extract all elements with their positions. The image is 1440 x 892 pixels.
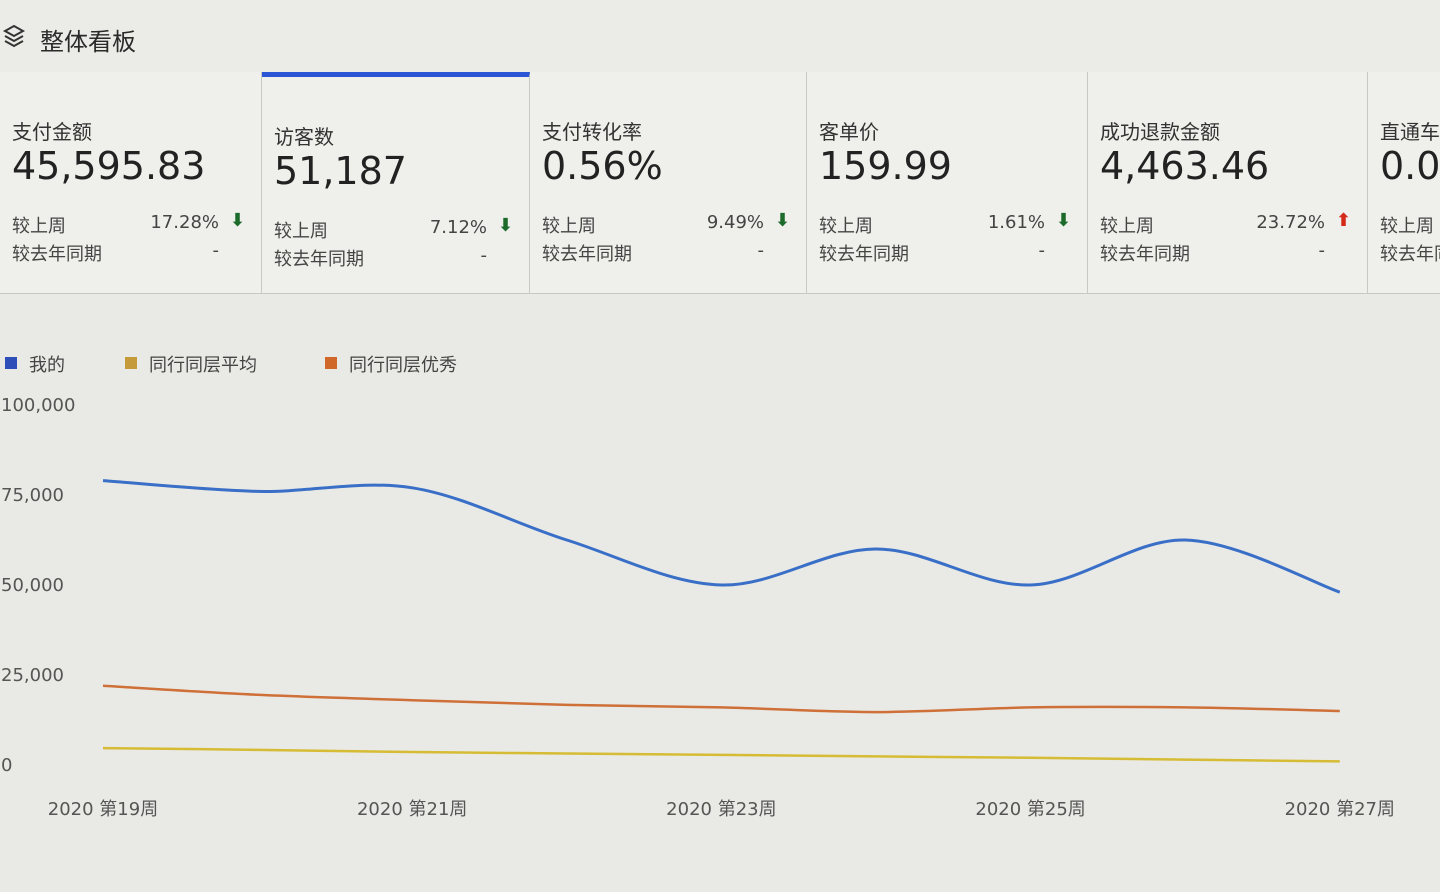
compare-label: 较上周 [1100,216,1154,237]
trend-arrow: ⬇ [1055,210,1071,231]
compare-label: 较去年同期 [274,249,364,270]
x-tick-label: 2020 第21周 [357,799,467,820]
kpi-card: 客单价 159.99 较上周 1.61% ⬇ 较去年同期 - [807,72,1088,294]
card-title: 直通车 [1380,120,1440,144]
trend-arrow: ⬇ [229,210,245,231]
legend-swatch [125,357,137,369]
kpi-card: 支付金额 45,595.83 较上周 17.28% ⬇ 较去年同期 - [0,72,262,294]
compare-value: 17.28% [150,212,219,233]
card-title: 支付金额 [12,120,92,144]
kpi-card: 访客数 51,187 较上周 7.12% ⬇ 较去年同期 - [262,72,530,294]
compare-label: 较上周 [1380,216,1434,237]
compare-label: 较去年同期 [1380,244,1440,265]
card-value: 0.56% [542,144,663,188]
kpi-card: 支付转化率 0.56% 较上周 9.49% ⬇ 较去年同期 - [530,72,807,294]
line-series [102,479,1341,594]
compare-label: 较去年同期 [12,244,102,265]
line-series [102,746,1340,763]
compare-value: - [757,240,765,261]
card-title: 支付转化率 [542,120,642,144]
compare-value: 23.72% [1256,212,1325,233]
y-tick-label: 50,000 [1,575,64,596]
compare-label: 较上周 [542,216,596,237]
card-title: 访客数 [274,125,334,149]
layers-icon [2,24,26,48]
legend-label: 我的 [29,355,65,376]
kpi-cards: 支付金额 45,595.83 较上周 17.28% ⬇ 较去年同期 - 访客数 51,187 较上… [0,72,1440,296]
y-tick-label: 0 [1,755,12,776]
page-title: 整体看板 [40,28,136,56]
trend-arrow: ⬆ [1335,210,1351,231]
legend-swatch [5,357,17,369]
x-tick-label: 2020 第25周 [975,799,1085,820]
x-tick-label: 2020 第27周 [1285,799,1395,820]
y-tick-label: 25,000 [1,665,64,686]
compare-label: 较去年同期 [1100,244,1190,265]
card-title: 成功退款金额 [1100,120,1220,144]
legend-label: 同行同层优秀 [349,355,457,376]
compare-value: - [480,245,488,266]
card-value: 51,187 [274,149,407,193]
chart: 0 25,000 50,000 75,000 100,000 2020 第19周 2020 … [1,355,1395,820]
card-value: 159.99 [819,144,952,188]
compare-label: 较上周 [819,216,873,237]
kpi-card: 成功退款金额 4,463.46 较上周 23.72% ⬆ 较去年同期 - [1088,72,1368,294]
legend-swatch [325,357,337,369]
compare-value: - [1038,240,1046,261]
card-value: 0.0 [1380,144,1440,188]
compare-value: - [1318,240,1326,261]
card-title: 客单价 [819,120,879,144]
card-value: 45,595.83 [12,144,206,188]
legend-label: 同行同层平均 [149,355,257,376]
compare-label: 较上周 [12,216,66,237]
compare-label: 较去年同期 [819,244,909,265]
compare-value: 7.12% [429,217,487,238]
compare-value: 1.61% [987,212,1045,233]
card-value: 4,463.46 [1100,144,1270,188]
compare-value: - [212,240,220,261]
trend-arrow: ⬇ [497,215,513,236]
compare-label: 较去年同期 [542,244,632,265]
y-tick-label: 100,000 [1,395,75,416]
line-series [102,684,1340,714]
x-tick-label: 2020 第19周 [48,799,158,820]
x-tick-label: 2020 第23周 [666,799,776,820]
trend-arrow: ⬇ [774,210,790,231]
y-tick-label: 75,000 [1,485,64,506]
compare-value: 9.49% [706,212,764,233]
header: 整体看板 [0,0,1440,73]
compare-label: 较上周 [274,221,328,242]
